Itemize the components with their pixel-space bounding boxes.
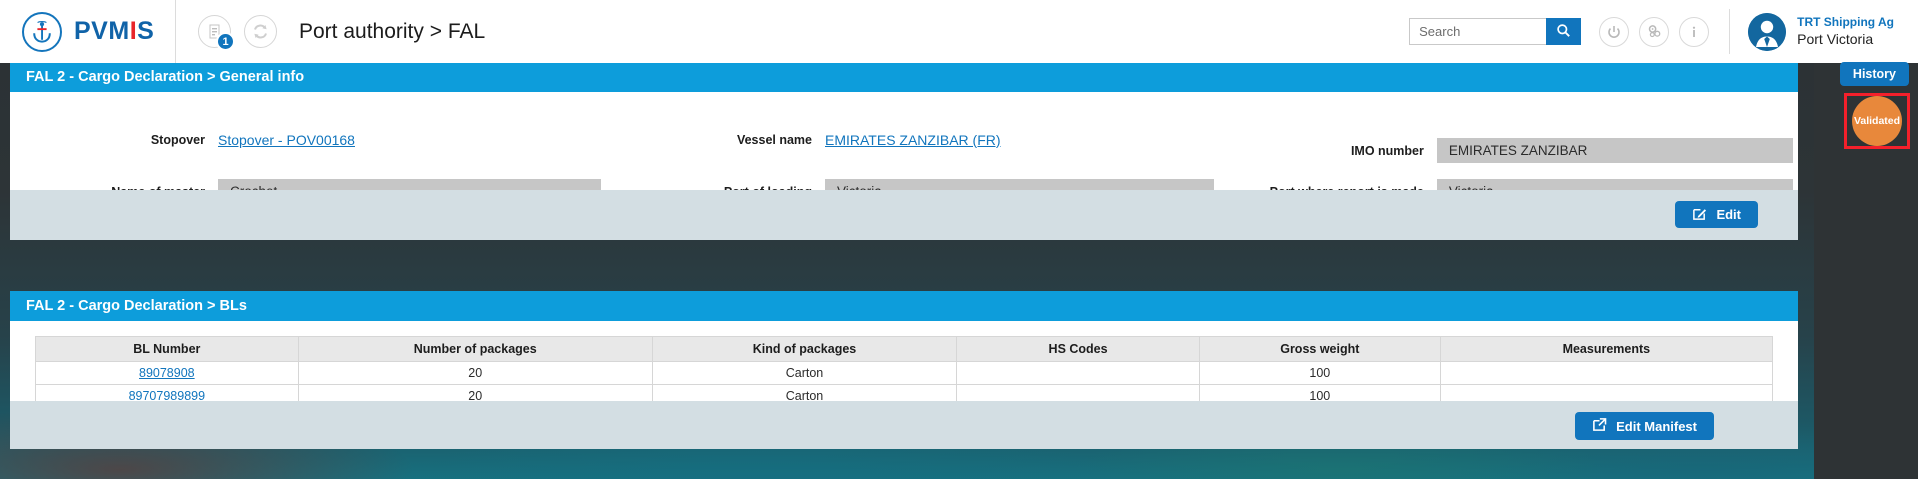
bl-number-link[interactable]: 89078908 [139,366,195,380]
cell-measurements [1439,361,1774,385]
bls-table-wrapper: BL Number Number of packages Kind of pac… [10,321,1798,408]
column-header-gross-weight[interactable]: Gross weight [1198,336,1441,362]
field-stopover-link[interactable]: Stopover - POV00168 [218,132,355,148]
column-header-bl-number[interactable]: BL Number [35,336,299,362]
cell-gross-weight: 100 [1198,361,1441,385]
top-header-bar: PVMIS 1 Port authority > FAL [0,0,1918,63]
column-header-hs-codes[interactable]: HS Codes [956,336,1200,362]
power-icon[interactable] [1599,16,1630,47]
document-icon[interactable]: 1 [198,15,235,51]
table-header-row: BL Number Number of packages Kind of pac… [35,336,1774,362]
brand-wordmark: PVMIS [74,17,154,46]
brand-logo[interactable]: PVMIS [0,0,176,63]
breadcrumb: Port authority > FAL [299,19,486,43]
column-header-measurements[interactable]: Measurements [1439,336,1774,362]
general-info-panel: FAL 2 - Cargo Declaration > General info… [10,62,1798,240]
general-info-fields: Stopover Stopover - POV00168 Name of mas… [10,92,1798,204]
field-imo-number-label: IMO number [1350,143,1424,158]
field-vessel-name: Vessel name EMIRATES ZANZIBAR (FR) [670,132,1230,148]
field-stopover-label: Stopover [150,133,205,147]
edit-manifest-button-label: Edit Manifest [1616,418,1697,434]
search-icon [1556,23,1571,41]
history-button[interactable]: History [1839,62,1909,86]
bls-panel: FAL 2 - Cargo Declaration > BLs BL Numbe… [10,291,1798,449]
search-button[interactable] [1546,18,1582,45]
column-header-kind-of-packages[interactable]: Kind of packages [651,336,958,362]
status-highlight-box: Validated [1844,93,1910,149]
field-vessel-name-label: Vessel name [736,133,812,147]
info-icon[interactable] [1679,16,1710,47]
general-info-panel-footer: Edit [10,190,1798,240]
tool-icon-group [1599,16,1710,47]
bls-panel-footer: Edit Manifest [10,401,1798,449]
cell-hs-codes [956,361,1200,385]
anchor-logo-icon [22,11,62,52]
brand-accent: I [129,17,138,45]
bl-number-link[interactable]: 89707989899 [128,389,206,403]
column-header-number-of-packages[interactable]: Number of packages [297,336,653,362]
edit-button-label: Edit [1716,207,1741,222]
user-account[interactable]: TRT Shipping Ag Port Victoria [1748,12,1910,51]
gears-icon[interactable] [1639,16,1670,47]
brand-prefix: PVM [74,17,130,45]
bls-panel-title: FAL 2 - Cargo Declaration > BLs [10,291,1798,321]
header-right-cluster: TRT Shipping Ag Port Victoria [1409,0,1918,63]
status-badge: Validated [1852,96,1902,146]
field-imo-number-value[interactable]: EMIRATES ZANZIBAR [1436,138,1793,163]
header-action-icons: 1 [176,15,277,51]
table-row: 89078908 20 Carton 100 [35,361,1774,385]
cell-number-of-packages: 20 [297,361,653,385]
refresh-icon[interactable] [244,15,277,48]
user-text-block: TRT Shipping Ag Port Victoria [1797,14,1894,49]
header-divider [1729,9,1731,54]
user-organization: TRT Shipping Ag [1797,14,1894,29]
cell-bl-number: 89078908 [35,361,299,385]
field-imo-number: IMO number EMIRATES ZANZIBAR [1215,138,1793,163]
general-info-panel-title: FAL 2 - Cargo Declaration > General info [10,62,1798,92]
field-stopover: Stopover Stopover - POV00168 [10,132,530,148]
document-badge-count: 1 [216,32,235,51]
user-port: Port Victoria [1797,31,1874,48]
bls-table: BL Number Number of packages Kind of pac… [35,336,1774,408]
field-vessel-name-link[interactable]: EMIRATES ZANZIBAR (FR) [825,132,1001,148]
search-input[interactable] [1409,18,1547,45]
search-box [1409,18,1582,45]
avatar-icon [1748,12,1787,51]
edit-manifest-button[interactable]: Edit Manifest [1575,412,1714,440]
edit-button[interactable]: Edit [1675,201,1758,228]
cell-kind-of-packages: Carton [651,361,958,385]
edit-pencil-icon [1692,206,1707,224]
brand-suffix: S [137,17,155,45]
external-edit-icon [1592,417,1607,435]
